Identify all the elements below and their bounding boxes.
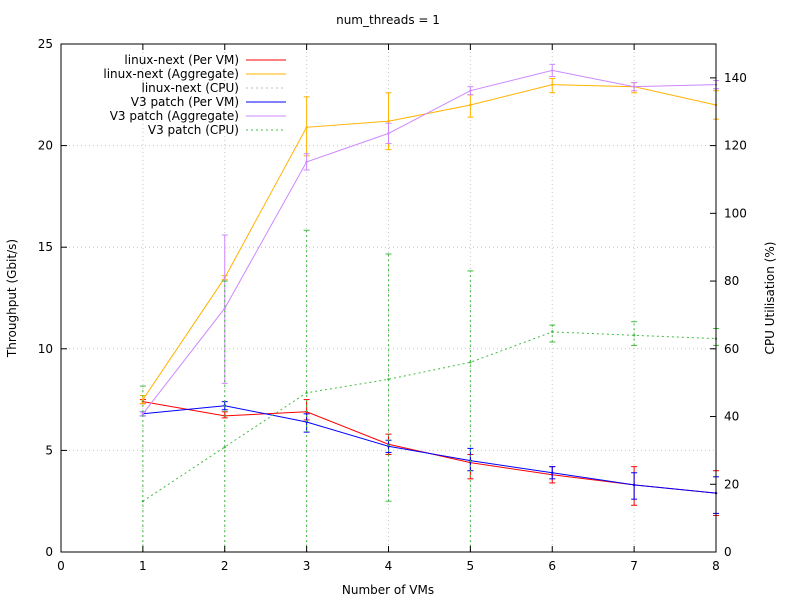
x-axis-label: Number of VMs xyxy=(342,583,434,597)
data-point-5 xyxy=(305,391,308,395)
plot-series xyxy=(139,63,719,553)
chart-title: num_threads = 1 xyxy=(336,13,440,27)
data-point-5 xyxy=(223,445,226,449)
y2-tick-label: 80 xyxy=(724,274,739,288)
data-point-5 xyxy=(387,378,390,381)
series-line-1 xyxy=(142,84,717,400)
legend-label: V3 patch (Per VM) xyxy=(131,95,239,109)
y2-tick-label: 120 xyxy=(724,139,747,153)
data-point-5 xyxy=(551,330,554,334)
data-point-4 xyxy=(387,132,390,135)
legend-label: linux-next (Per VM) xyxy=(124,53,239,67)
x-tick-label: 6 xyxy=(548,559,556,573)
x-tick-label: 5 xyxy=(467,559,475,573)
y2-tick-label: 100 xyxy=(724,206,747,220)
x-tick-label: 0 xyxy=(57,559,65,573)
x-tick-label: 8 xyxy=(712,559,720,573)
legend-label: linux-next (CPU) xyxy=(142,81,239,95)
data-point-4 xyxy=(551,69,554,72)
data-point-5 xyxy=(469,361,472,364)
data-point-4 xyxy=(141,412,145,416)
y-tick-label: 10 xyxy=(38,342,53,356)
data-point-4 xyxy=(632,85,636,88)
y2-tick-label: 60 xyxy=(724,342,739,356)
y2-tick-label: 20 xyxy=(724,477,739,491)
data-point-1 xyxy=(469,103,472,107)
series-line-4 xyxy=(142,69,717,415)
data-point-3 xyxy=(551,471,554,474)
y-tick-label: 20 xyxy=(38,139,53,153)
series-line-5 xyxy=(142,331,717,502)
x-tick-label: 2 xyxy=(221,559,229,573)
y2-tick-label: 0 xyxy=(724,545,732,559)
legend: linux-next (Per VM)linux-next (Aggregate… xyxy=(103,53,286,137)
data-point-1 xyxy=(551,83,554,86)
legend-label: V3 patch (CPU) xyxy=(148,123,239,137)
y2-axis-label: CPU Utilisation (%) xyxy=(763,242,777,355)
y-tick-label: 15 xyxy=(38,240,53,254)
y2-tick-label: 40 xyxy=(724,410,739,424)
x-tick-label: 4 xyxy=(385,559,393,573)
data-point-4 xyxy=(305,160,308,164)
data-point-1 xyxy=(387,120,390,123)
y-tick-label: 5 xyxy=(45,443,53,457)
series-line-3 xyxy=(142,405,717,494)
data-point-1 xyxy=(141,398,145,401)
data-point-3 xyxy=(387,445,390,448)
data-point-4 xyxy=(469,89,472,92)
data-point-4 xyxy=(223,306,226,310)
y-axis-label: Throughput (Gbit/s) xyxy=(5,239,19,358)
y-tick-label: 0 xyxy=(45,545,53,559)
legend-label: linux-next (Aggregate) xyxy=(103,67,239,81)
data-point-5 xyxy=(141,500,145,503)
x-tick-label: 3 xyxy=(303,559,311,573)
legend-label: V3 patch (Aggregate) xyxy=(110,109,239,123)
y2-tick-label: 140 xyxy=(724,71,747,85)
y-tick-label: 25 xyxy=(38,37,53,51)
x-tick-label: 1 xyxy=(139,559,147,573)
data-point-5 xyxy=(632,334,636,337)
series-line-0 xyxy=(142,401,717,494)
data-point-1 xyxy=(305,126,308,129)
data-point-3 xyxy=(632,483,636,487)
x-tick-label: 7 xyxy=(630,559,638,573)
